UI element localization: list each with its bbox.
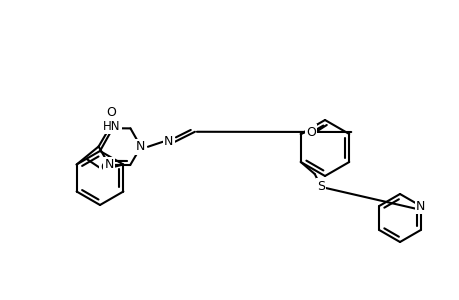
Text: N: N: [136, 140, 146, 153]
Text: O: O: [106, 106, 116, 119]
Text: HN: HN: [103, 119, 120, 133]
Text: N: N: [164, 135, 173, 148]
Text: N: N: [104, 158, 113, 171]
Text: O: O: [100, 161, 110, 174]
Text: N: N: [415, 200, 425, 212]
Text: O: O: [305, 125, 315, 139]
Text: S: S: [316, 179, 324, 193]
